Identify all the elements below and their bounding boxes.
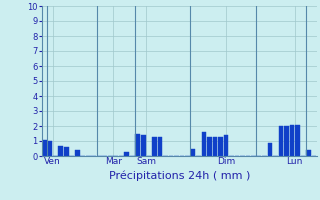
Bar xyxy=(290,124,294,156)
Bar xyxy=(212,137,217,156)
Bar xyxy=(59,146,63,156)
Bar xyxy=(47,141,52,156)
Bar xyxy=(152,137,157,156)
Bar xyxy=(75,150,80,156)
Bar xyxy=(306,150,311,156)
Bar xyxy=(279,126,284,156)
Bar xyxy=(268,142,272,156)
Bar xyxy=(202,132,206,156)
Bar xyxy=(224,135,228,156)
Bar xyxy=(64,147,69,156)
Bar xyxy=(135,134,140,156)
Bar xyxy=(218,137,223,156)
Bar xyxy=(295,124,300,156)
Bar xyxy=(141,135,146,156)
Bar xyxy=(190,148,196,156)
Bar xyxy=(157,137,162,156)
Bar xyxy=(207,137,212,156)
Bar xyxy=(284,126,289,156)
Bar xyxy=(124,152,129,156)
X-axis label: Précipitations 24h ( mm ): Précipitations 24h ( mm ) xyxy=(108,171,250,181)
Bar xyxy=(42,140,47,156)
